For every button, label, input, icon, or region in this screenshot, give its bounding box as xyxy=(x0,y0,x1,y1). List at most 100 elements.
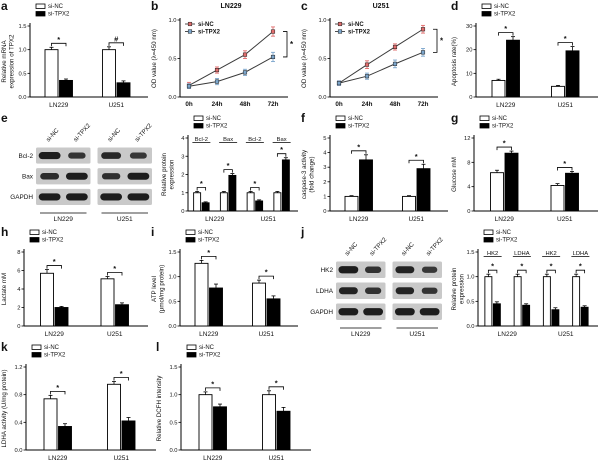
blot-band xyxy=(68,152,86,159)
bar-si-NC xyxy=(194,262,209,327)
y-tick-label: 1.0 xyxy=(169,393,177,399)
apoptosis-bar-chart: 0 10 20 30 Apoptosis rate(%) * * LN229 U251 si-NC… xyxy=(451,3,598,109)
series-line-si-NC xyxy=(188,31,274,86)
legend-marker xyxy=(187,21,193,27)
blot-row-label: GAPDH xyxy=(10,194,33,201)
marker-si-NC xyxy=(270,29,276,34)
x-group-label: LN229 xyxy=(205,216,225,223)
marker-si-NC xyxy=(420,27,426,32)
panel-d: d 0 10 20 30 Apoptosis rate(%) * * LN229 U251 si-… xyxy=(450,0,600,110)
y-tick-label: 2 xyxy=(323,180,326,186)
blot-strip xyxy=(97,147,152,164)
y-tick-label: 0 xyxy=(17,324,20,330)
ln229-od-line-chart: LN229 0.0 0.5 1.0 OD value (λ=450 nm) 0h 24h 48… xyxy=(151,3,294,108)
sig-label: * xyxy=(503,139,506,148)
legend-swatch xyxy=(479,115,490,121)
legend-swatch xyxy=(193,115,204,121)
y-tick-label: 0 xyxy=(323,209,326,215)
sig-bracket xyxy=(108,42,124,46)
sig-bracket xyxy=(223,169,233,173)
sig-label: * xyxy=(275,378,278,387)
x-tick-label: 72h xyxy=(268,101,279,108)
bar-si-NC xyxy=(273,192,282,212)
sig-label: * xyxy=(120,369,123,378)
legend-label: si-NC xyxy=(44,345,60,351)
legend-label: si-NC xyxy=(496,230,512,236)
legend-swatch xyxy=(481,3,492,9)
x-tick-label: 24h xyxy=(362,101,373,108)
y-axis-label: Relative protein xyxy=(451,267,458,311)
blot-band xyxy=(395,266,415,274)
sig-label: * xyxy=(56,383,59,392)
sig-label: * xyxy=(211,379,214,388)
legend-label: si-TPX2 xyxy=(348,124,370,130)
y-tick-label: 2 xyxy=(17,306,20,312)
panel-c: c U251 0.0 0.5 1.0 OD value (λ=450 nm) 0h 24h 4… xyxy=(300,0,450,110)
sig-label: * xyxy=(253,179,256,188)
sig-label: * xyxy=(550,262,553,271)
y-axis-label: ATP level xyxy=(151,276,158,302)
legend-label: si-TPX2 xyxy=(496,238,518,244)
blot-lane-label: si-NC xyxy=(45,127,61,144)
marker-si-TPX2 xyxy=(392,61,398,66)
subgroup-label: Bax xyxy=(223,137,233,143)
panel-letter-i: i xyxy=(151,225,155,239)
sig-label: * xyxy=(200,179,203,188)
panel-i: i 0.0 0.5 1.0 1.5 ATP level (μmol/mg protein)… xyxy=(150,225,300,339)
legend-label: si-TPX2 xyxy=(206,124,228,130)
sig-bracket xyxy=(283,31,288,58)
blot-band xyxy=(65,193,88,201)
marker-si-TPX2 xyxy=(242,70,248,75)
y-tick-label: 0.0 xyxy=(168,324,176,330)
marker-si-TPX2 xyxy=(364,74,370,79)
blot-group-label: U251 xyxy=(117,216,133,223)
bar-si-TPX2 xyxy=(209,287,223,327)
y-axis-label: (μmol/mg protein) xyxy=(159,265,166,314)
x-group-label: LN229 xyxy=(45,331,65,338)
sig-bracket xyxy=(496,146,512,151)
panel-letter-a: a xyxy=(1,0,8,13)
panel-letter-c: c xyxy=(301,0,308,13)
y-tick-label: 0.5 xyxy=(168,299,176,305)
legend-label: si-NC xyxy=(348,116,364,122)
sig-bracket xyxy=(546,269,556,274)
x-group-label: U251 xyxy=(268,455,284,462)
panel-j-blot: j HK2 LDHA GAPDH si-NC si-TPX2 si-NC si-TPX2 LN… xyxy=(300,225,450,339)
bar-si-NC xyxy=(100,278,115,327)
bar-si-NC xyxy=(44,49,59,98)
y-tick-label: 4 xyxy=(17,287,21,293)
x-tick-label: 24h xyxy=(212,101,223,108)
x-tick-label: 48h xyxy=(390,101,401,108)
x-group-label: LN229 xyxy=(48,455,68,462)
tpx2-mrna-bar-chart: 0.0 0.5 1.0 1.5 Relative mRNA expression of T… xyxy=(1,3,148,109)
sig-bracket xyxy=(201,255,217,260)
y-tick-label: 0 xyxy=(467,209,470,215)
bar-si-NC xyxy=(107,383,121,451)
legend-swatch xyxy=(29,229,40,235)
blot-row-label: GAPDH xyxy=(310,309,333,316)
legend-marker xyxy=(337,29,343,34)
sig-bracket xyxy=(50,390,66,395)
series-line-si-NC xyxy=(338,28,424,84)
blot-band xyxy=(100,193,123,201)
hk2-ldha-protein-bar-chart: 0.0 0.5 1.0 1.5 Relative protein expression * *… xyxy=(451,229,598,338)
sig-label: * xyxy=(357,142,360,151)
bcl2-bax-western-blot: Bcl-2 Bax GAPDH si-NC si-TPX2 si-NC si-TPX2 LN2… xyxy=(10,122,154,223)
marker-si-NC xyxy=(242,52,248,57)
legend-label: si-TPX2 xyxy=(42,238,64,244)
legend-swatch xyxy=(185,229,196,235)
x-group-label: U251 xyxy=(108,102,124,109)
x-group-label: LN229 xyxy=(496,102,516,109)
y-axis-label: Relative DCFH intensity xyxy=(156,375,163,442)
y-tick-label: 0.5 xyxy=(318,57,326,63)
legend-label: si-TPX2 xyxy=(198,238,220,244)
y-tick-label: 2 xyxy=(181,173,184,179)
x-tick-label: 0h xyxy=(335,101,343,108)
y-tick-label: 0.0 xyxy=(168,95,176,101)
y-tick-label: 1 xyxy=(323,194,326,200)
bar-si-NC xyxy=(542,276,551,327)
sig-bracket xyxy=(487,269,498,274)
bar-si-NC xyxy=(262,394,276,451)
sig-bracket xyxy=(107,272,123,276)
y-axis-label: Relative mRNA xyxy=(1,39,8,82)
